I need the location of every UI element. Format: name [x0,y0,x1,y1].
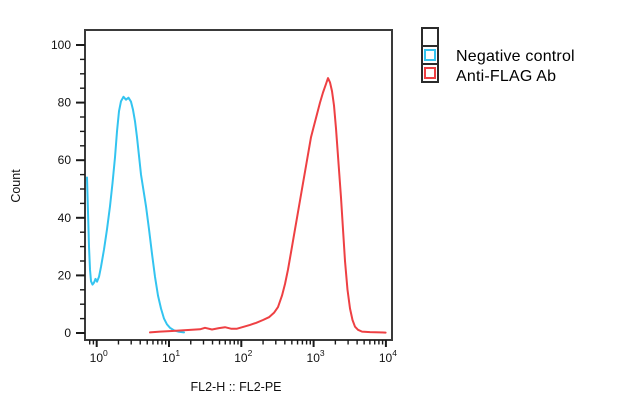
x-tick-label: 100 [90,348,108,365]
curves-layer [86,77,387,334]
x-tick-label: 103 [307,348,325,365]
legend-label-negative-control: Negative control [456,48,575,65]
legend-cell-anti-flag [421,63,439,83]
y-tick-label: 0 [64,326,71,340]
anti-flag-ab-curve [149,77,387,334]
y-tick-label: 40 [58,211,72,225]
x-tick-label: 104 [379,348,397,365]
negative-control-swatch [424,49,436,61]
legend-labels: Negative control Anti-FLAG Ab [456,27,575,87]
legend-empty-cell [421,27,439,47]
x-tick-label: 101 [162,348,180,365]
axes-layer: 0 20 40 60 80 100 100 101 102 103 104 [51,29,397,365]
legend-label-anti-flag: Anti-FLAG Ab [456,68,557,85]
y-axis-title: Count [9,169,23,203]
legend-swatch-column [421,27,439,83]
y-tick-label: 80 [58,96,72,110]
plot-border [84,29,393,341]
y-tick-label: 60 [58,153,72,167]
negative-control-curve [86,95,185,334]
y-tick-label: 20 [58,268,72,282]
anti-flag-swatch [424,67,436,79]
y-tick-label: 100 [51,38,71,52]
x-axis-title: FL2-H :: FL2-PE [191,380,282,394]
legend: Negative control Anti-FLAG Ab [421,27,575,87]
legend-label-spacer [456,27,575,47]
legend-cell-negative-control [421,45,439,65]
x-tick-label: 102 [234,348,252,365]
